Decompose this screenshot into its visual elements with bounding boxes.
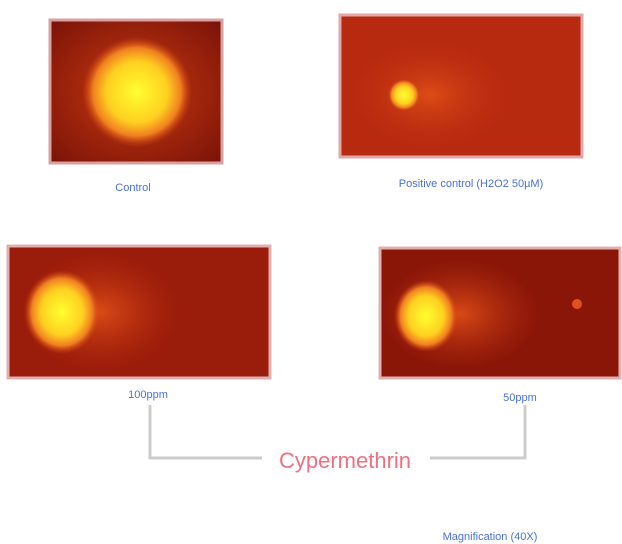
panel-control — [48, 18, 224, 165]
panel-label: Control — [115, 182, 150, 194]
treatment-label: Cypermethrin — [279, 448, 411, 473]
panel-positive — [338, 13, 584, 159]
panel-label: Positive control (H2O2 50µM) — [399, 178, 544, 190]
label-bg — [262, 446, 430, 476]
panel-50ppm — [378, 246, 622, 380]
panel-100ppm — [6, 244, 272, 380]
panel-label: 100ppm — [128, 389, 168, 401]
magnification: Magnification (40X) — [443, 531, 538, 543]
panel-label: 50ppm — [503, 392, 537, 404]
